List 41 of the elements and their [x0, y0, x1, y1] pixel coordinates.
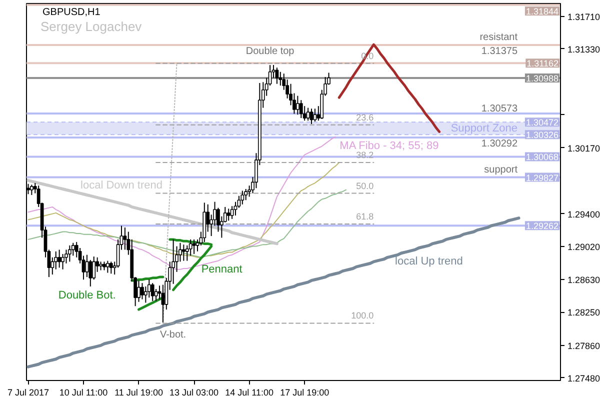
y-tick-label: 1.29400 [568, 209, 600, 220]
y-tick-label: 1.31330 [568, 44, 600, 54]
ref-line-label: 1.30068 [526, 152, 559, 162]
x-tick-label: 14 Jul 11:00 [225, 388, 274, 398]
text: Sergey Logachev [40, 19, 142, 34]
ref-line-label: 1.29262 [526, 221, 559, 232]
chart-title: GBPUSD,H1 [42, 7, 101, 18]
x-tick-label: 13 Jul 03:00 [170, 388, 219, 398]
ref-line-label: 1.31162 [526, 58, 559, 69]
ref-line-label: 1.31844 [526, 6, 559, 17]
series-label: local Up trend [395, 255, 463, 268]
series-label: Pennant [201, 263, 242, 276]
series-label: 100.0 [351, 310, 374, 321]
ref-line-label: 1.29827 [526, 172, 559, 183]
y-tick-label: 1.28630 [568, 275, 600, 286]
series-label: 23.6 [356, 112, 374, 122]
annotation: V-bot. [160, 329, 186, 340]
x-tick-label: 10 Jul 11:00 [59, 388, 108, 398]
y-tick-label: 1.30170 [568, 143, 600, 154]
ref-line-label: 1.30326 [526, 130, 559, 140]
x-tick-label: 17 Jul 19:00 [280, 388, 330, 398]
y-tick-label: 1.29020 [568, 242, 600, 252]
series-label: MA Fibo - 34; 55; 89 [340, 140, 439, 152]
y-tick-label: 1.31710 [568, 12, 600, 22]
series-label: 50.0 [356, 180, 374, 191]
annotation: Double top [246, 46, 295, 58]
band-label: Support Zone [450, 122, 518, 134]
x-tick-label: 11 Jul 19:00 [114, 388, 163, 398]
series-label: 61.8 [356, 212, 374, 222]
y-tick-label: 1.27480 [568, 373, 600, 384]
x-tick-label: 7 Jul 2017 [7, 388, 50, 398]
annotation: support [484, 164, 518, 176]
annotation: 1.31375 [481, 46, 518, 57]
ref-line-label: 1.30988 [526, 74, 559, 84]
ref-line-label: 1.30472 [526, 118, 559, 128]
y-tick-label: 1.28250 [568, 308, 600, 318]
annotation: resistant [480, 32, 518, 43]
series-label: Double Bot. [58, 289, 116, 302]
annotation: 1.30292 [481, 138, 518, 150]
y-tick-label: 1.27860 [568, 340, 600, 351]
annotation: 1.30573 [481, 104, 518, 115]
